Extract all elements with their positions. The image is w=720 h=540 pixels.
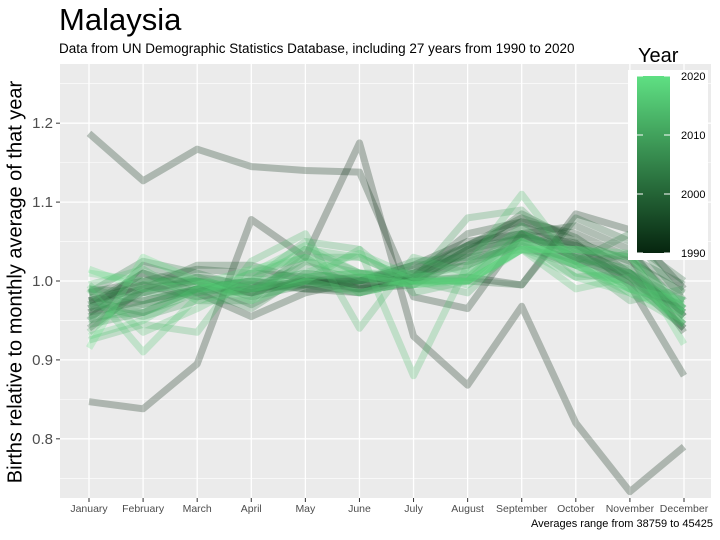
x-tick-label: November [606,503,655,515]
x-tick-label: January [70,503,108,515]
series-line-2002 [86,230,686,323]
series-line-1998 [86,210,686,332]
series-line-2020 [85,245,687,350]
series-line-2005 [88,242,687,317]
x-tick-label: December [660,503,709,515]
series-line-2014 [88,190,686,380]
grid-minor [60,83,711,479]
series-line-1997 [88,214,687,316]
colorbar [637,76,670,253]
y-tick-label: 1.1 [32,194,53,211]
series-line-2009 [88,206,685,324]
x-tick-label: March [183,503,212,515]
legend-colorbar: 1990 2000 2010 2020 [628,70,708,260]
grid-major [60,64,711,498]
series-line-1991 [86,130,688,378]
colorbar-tick-label: 1990 [681,248,705,260]
chart-title: Malaysia [59,2,182,37]
series-line-2012 [88,238,686,320]
series-line-1999 [87,218,686,320]
series-line-1990 [88,139,687,496]
y-tick-label: 0.9 [32,352,53,369]
series-line-2010 [86,230,687,335]
series-line-2006 [88,245,686,328]
series-line-1993 [87,230,687,331]
series-line-2003 [87,234,687,331]
series-line-2007 [88,230,685,320]
y-tick-label: 1.2 [32,115,53,132]
chart-subtitle: Data from UN Demographic Statistics Data… [59,41,575,56]
x-tick-label: May [295,503,316,515]
series-line-2016 [86,242,686,356]
x-axis-ticks: January February March April May June July Augu… [70,498,709,515]
series-line-2011 [88,238,686,312]
series-line-2015 [86,245,687,336]
y-tick-label: 0.8 [32,431,53,448]
x-tick-label: October [557,503,595,515]
series-line-1992 [88,210,687,305]
x-tick-label: June [348,503,371,515]
chart-caption: Averages range from 38759 to 45425 [530,518,713,530]
colorbar-tick-label: 2010 [681,130,705,142]
series-line-1995 [88,222,687,328]
series-line-2013 [88,222,686,344]
series-line-2001 [87,234,687,320]
series-line-1996 [87,222,687,319]
x-tick-label: September [496,503,548,515]
x-tick-label: February [122,503,165,515]
series-layer [85,130,688,496]
series-line-2019 [87,238,686,324]
y-axis-ticks: 0.8 0.9 1.0 1.1 1.2 [32,115,60,448]
series-line-1994 [88,218,687,335]
y-tick-label: 1.0 [32,273,53,290]
series-line-2018 [88,245,688,346]
x-tick-label: July [404,503,423,515]
x-tick-label: April [241,503,262,515]
series-line-2000 [88,214,687,309]
colorbar-tick-label: 2000 [681,189,705,201]
colorbar-tick-label: 2020 [681,71,705,83]
series-line-2008 [88,238,687,320]
x-tick-label: August [451,503,484,515]
series-line-2004 [88,230,687,309]
legend-title: Year [638,45,679,67]
series-line-2017 [88,238,685,340]
